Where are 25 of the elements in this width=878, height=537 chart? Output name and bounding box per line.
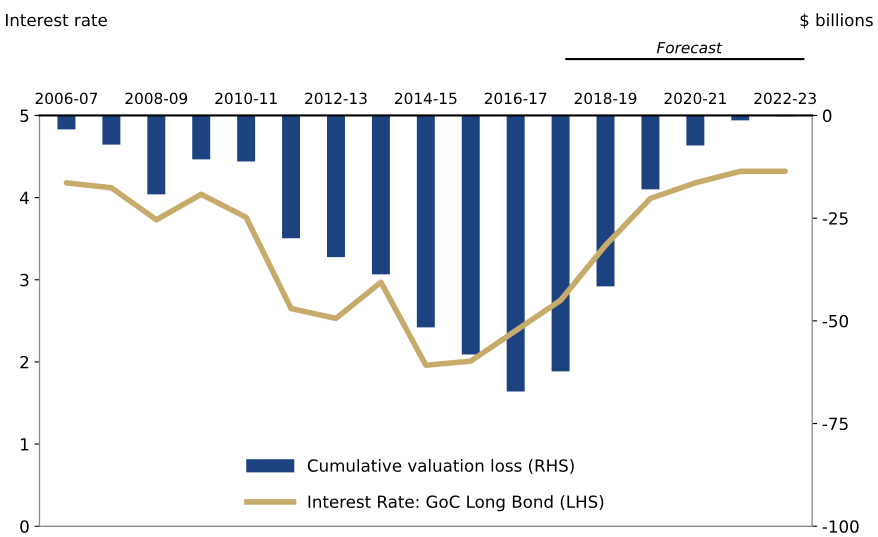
y-tick-label: 1 [21,438,28,450]
x-tick-label: 2016-17 [484,92,546,104]
x-tick-label: 2018-19 [574,92,636,104]
y2-tick-label: -25 [822,212,848,225]
x-tick-label: 2008-09 [126,92,188,104]
x-tick-label: 2006-07 [36,92,98,104]
x-tick-label: 2020-21 [664,92,726,104]
y-tick-label: 0 [20,520,29,533]
y2-tick-label: -75 [822,418,848,430]
legend-label: Cumulative valuation loss (RHS) [308,459,574,474]
y-tick-label: 4 [20,192,29,204]
y2-axis-title: $ billions [800,13,873,29]
y-tick-label: 2 [20,356,28,368]
x-tick-label: 2014-15 [395,92,456,104]
x-tick-label: 2022-23 [754,92,816,104]
y-tick-label: 3 [20,274,28,286]
y-tick-label: 5 [20,110,28,122]
legend-label: Interest Rate: GoC Long Bond (LHS) [308,495,604,512]
y2-tick-label: -100 [822,520,859,533]
y-axis-title: Interest rate [6,14,107,26]
y2-tick-label: -50 [822,314,848,328]
text: Forecast [656,42,722,54]
y2-tick-label: 0 [822,109,832,122]
x-tick-label: 2010-11 [215,92,277,104]
x-tick-label: 2012-13 [305,92,367,104]
